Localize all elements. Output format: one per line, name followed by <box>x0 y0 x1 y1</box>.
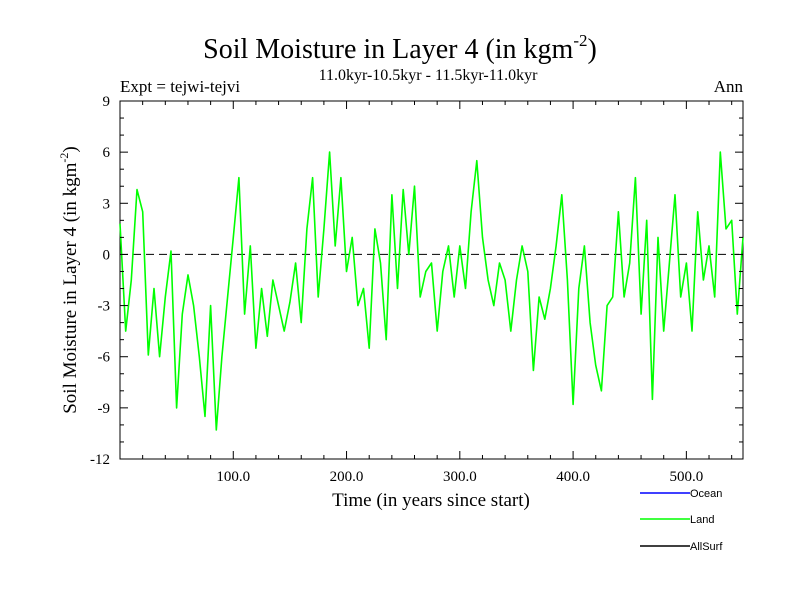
legend-label: AllSurf <box>690 541 723 553</box>
y-tick-label: -3 <box>98 299 111 315</box>
x-axis-label: Time (in years since start) <box>332 490 530 511</box>
chart-title: Soil Moisture in Layer 4 (in kgm-2) <box>203 31 597 65</box>
y-tick-label: 3 <box>103 196 111 212</box>
y-axis: 9 6 3 0 -3 -6 -9 -12 <box>90 94 743 468</box>
legend: Ocean Land AllSurf <box>640 488 723 553</box>
y-tick-label: 6 <box>103 145 111 161</box>
x-tick-label: 300.0 <box>443 469 477 485</box>
x-tick-label: 100.0 <box>216 469 250 485</box>
legend-label: Ocean <box>690 488 722 500</box>
series-line-land <box>119 151 744 431</box>
y-tick-label: -6 <box>98 350 111 366</box>
x-axis: 100.0 200.0 300.0 400.0 500.0 <box>142 101 733 485</box>
y-tick-label: 9 <box>103 94 111 110</box>
experiment-label: Expt = tejwi-tejvi <box>120 77 240 96</box>
y-tick-label: -12 <box>90 452 110 468</box>
y-axis-label: Soil Moisture in Layer 4 (in kgm-2) <box>57 146 81 414</box>
y-tick-label: -9 <box>98 401 111 417</box>
y-tick-label: 0 <box>103 247 111 263</box>
period-label: 11.0kyr-10.5kyr - 11.5kyr-11.0kyr <box>319 67 539 84</box>
x-tick-label: 400.0 <box>556 469 590 485</box>
plot-frame <box>119 100 744 460</box>
x-tick-label: 200.0 <box>330 469 364 485</box>
legend-label: Land <box>690 514 714 526</box>
x-tick-label: 500.0 <box>669 469 703 485</box>
season-label: Ann <box>714 77 744 96</box>
